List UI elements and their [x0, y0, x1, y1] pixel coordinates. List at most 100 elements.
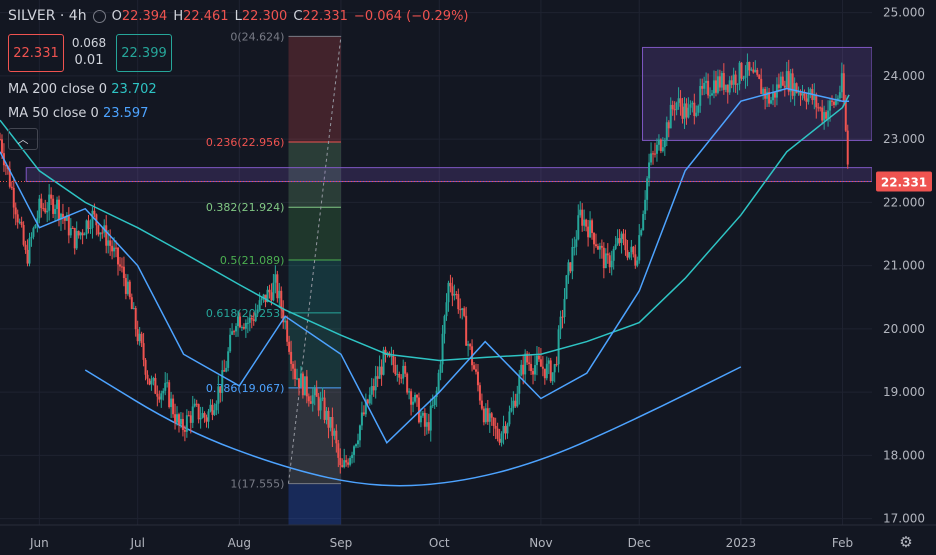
candle-body: [693, 102, 696, 117]
candle-body: [779, 76, 782, 88]
candle-body: [787, 71, 790, 92]
candle-body: [807, 94, 810, 102]
candle-body: [522, 364, 525, 375]
sell-button[interactable]: 22.331: [8, 34, 64, 72]
candle-body: [459, 309, 462, 311]
candle-body: [433, 397, 436, 406]
candle-body: [587, 226, 590, 238]
candle-body: [339, 457, 342, 466]
candle-body: [644, 199, 647, 215]
candle-body: [160, 393, 163, 400]
candle-body: [309, 401, 312, 404]
candle-body: [437, 372, 440, 391]
candle-body: [284, 320, 287, 323]
candle-body: [410, 391, 413, 405]
candle-body: [44, 208, 47, 213]
candle-body: [724, 84, 727, 90]
candle-body: [760, 78, 763, 95]
candle-body: [648, 162, 651, 179]
ma200-legend[interactable]: MA 200 close 0 23.702: [8, 82, 157, 97]
candle-body: [734, 74, 737, 85]
candle-body: [345, 460, 348, 463]
candle-body: [443, 316, 446, 334]
candle-body: [575, 239, 578, 247]
candle-body: [758, 74, 761, 79]
candle-body: [91, 210, 94, 228]
candle-body: [518, 375, 521, 394]
candle-body: [402, 365, 405, 379]
settings-gear-icon[interactable]: ⚙: [899, 533, 912, 551]
candle-body: [142, 343, 145, 360]
time-tick-label: Jun: [29, 536, 49, 550]
candle-body: [766, 91, 769, 99]
candle-body: [530, 363, 533, 372]
candle-body: [831, 100, 834, 102]
candle-body: [602, 247, 605, 269]
candle-body: [516, 393, 519, 407]
candle-body: [709, 95, 712, 97]
candle-body: [248, 317, 251, 323]
candle-body: [288, 341, 291, 352]
candle-body: [589, 220, 592, 238]
candle-body: [412, 401, 415, 405]
candle-body: [150, 380, 153, 385]
candle-body: [0, 139, 3, 154]
candle-body: [111, 245, 114, 252]
candle-body: [262, 294, 265, 299]
ma50-legend[interactable]: MA 50 close 0 23.597: [8, 106, 149, 121]
candle-body: [378, 366, 381, 379]
candle-body: [83, 234, 86, 236]
candle-body: [294, 368, 297, 379]
candle-body: [50, 194, 53, 199]
time-tick-label: Oct: [429, 536, 450, 550]
candle-body: [406, 373, 409, 393]
buy-button[interactable]: 22.399: [116, 34, 172, 72]
candle-body: [768, 91, 771, 104]
candle-body: [744, 75, 747, 78]
candle-body: [577, 215, 580, 240]
candle-body: [563, 298, 566, 318]
price-tick-label: 20.000: [883, 322, 925, 336]
range-box: [642, 46, 873, 141]
candle-body: [465, 315, 468, 346]
candle-body: [707, 80, 710, 96]
candle-body: [476, 371, 479, 386]
candle-body: [846, 130, 849, 165]
candle-body: [506, 424, 509, 434]
candle-body: [290, 351, 293, 364]
fib-band: [288, 483, 341, 525]
candle-body: [498, 438, 501, 443]
candle-body: [109, 240, 112, 246]
candle-body: [667, 122, 670, 129]
candle-body: [844, 100, 847, 131]
candle-body: [445, 302, 448, 317]
candle-body: [231, 331, 234, 335]
candle-body: [555, 364, 558, 366]
time-axis: Jun Jul Aug Sep Oct Nov Dec 2023 Feb ⚙: [0, 524, 936, 555]
candle-body: [419, 415, 422, 423]
candle-body: [382, 349, 385, 375]
fib-level-label: 0.5(21.089): [220, 254, 285, 267]
candle-body: [398, 373, 401, 378]
candle-body: [223, 370, 226, 372]
candle-body: [624, 239, 627, 251]
candle-body: [331, 416, 334, 436]
candle-body: [689, 104, 692, 108]
candle-body: [183, 429, 186, 432]
candle-body: [162, 390, 165, 394]
candle-body: [30, 236, 33, 239]
symbol-label[interactable]: SILVER · 4h: [8, 8, 87, 24]
time-tick-label: 2023: [726, 536, 757, 550]
candle-body: [107, 240, 110, 246]
candle-body: [319, 398, 322, 411]
candle-body: [441, 333, 444, 365]
price-tick-label: 17.000: [883, 512, 925, 526]
candle-body: [585, 219, 588, 227]
collapse-legend-button[interactable]: ︿: [8, 128, 38, 150]
candle-body: [144, 359, 147, 375]
candle-body: [482, 408, 485, 423]
candle-body: [77, 231, 80, 236]
candle-body: [132, 307, 135, 310]
candle-body: [742, 77, 745, 79]
